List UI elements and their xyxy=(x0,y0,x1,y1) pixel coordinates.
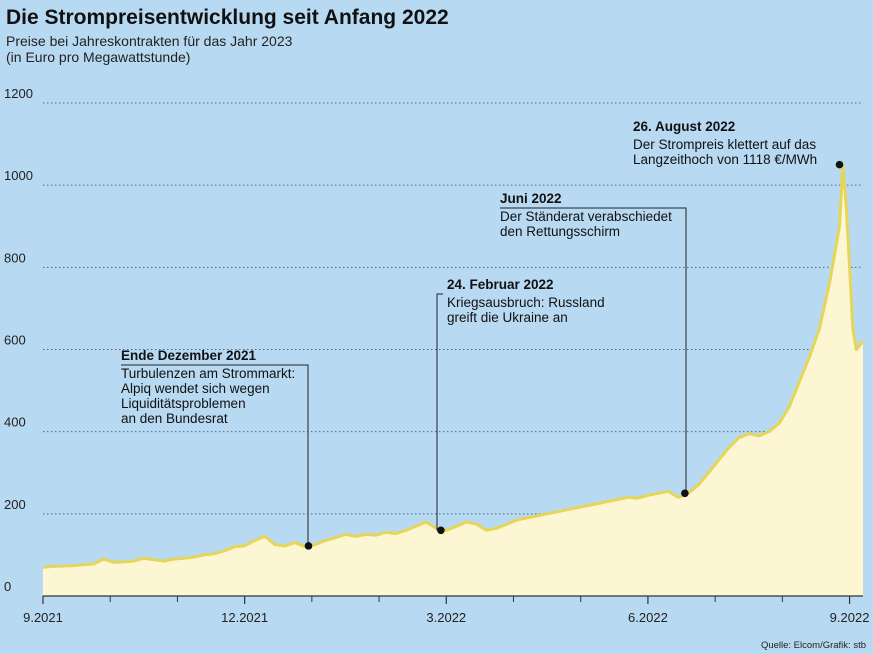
gridlines: 0 200 400 600 800 1000 1200 xyxy=(4,86,863,594)
event-marker-0 xyxy=(304,542,313,550)
x-tick-label-6.2022: 6.2022 xyxy=(628,610,668,625)
x-tick-label-12.2021: 12.2021 xyxy=(221,610,268,625)
event-text-3-0: Der Strompreis klettert auf das xyxy=(633,137,816,152)
event-marker-1 xyxy=(437,526,445,535)
chart-title: Die Strompreisentwicklung seit Anfang 20… xyxy=(6,6,449,29)
event-leader-0 xyxy=(121,364,309,546)
event-date-2: Juni 2022 xyxy=(500,191,562,206)
y-tick-label-1000: 1000 xyxy=(4,168,33,183)
event-text-3-1: Langzeithoch von 1118 €/MWh xyxy=(633,152,817,167)
event-text-0-3: an den Bundesrat xyxy=(121,411,228,426)
y-tick-label-0: 0 xyxy=(4,579,11,594)
event-text-1-0: Kriegsausbruch: Russland xyxy=(447,295,605,310)
event-date-0: Ende Dezember 2021 xyxy=(121,348,257,363)
event-text-1-1: greift die Ukraine an xyxy=(447,310,568,325)
event-leader-2 xyxy=(500,207,687,494)
y-tick-label-1200: 1200 xyxy=(4,86,33,101)
event-text-0-1: Alpiq wendet sich wegen xyxy=(121,381,270,396)
y-tick-label-400: 400 xyxy=(4,415,26,430)
event-marker-2 xyxy=(681,489,689,498)
price-line xyxy=(42,163,865,569)
x-tick-label-9.2021: 9.2021 xyxy=(23,610,63,625)
chart-subtitle: Preise bei Jahreskontrakten für das Jahr… xyxy=(6,33,293,49)
x-tick-label-9.2022: 9.2022 xyxy=(830,610,870,625)
event-date-3: 26. August 2022 xyxy=(633,119,735,134)
x-axis: 9.2021 12.2021 3.2022 6.2022 9.2022 xyxy=(23,595,870,625)
y-tick-label-800: 800 xyxy=(4,250,26,265)
chart-unit: (in Euro pro Megawattstunde) xyxy=(6,49,190,65)
event-leader-1 xyxy=(436,293,443,531)
event-date-1: 24. Februar 2022 xyxy=(447,277,554,292)
source-note: Quelle: Elcom/Grafik: stb xyxy=(761,640,866,651)
y-tick-label-600: 600 xyxy=(4,333,26,348)
event-text-2-0: Der Ständerat verabschiedet xyxy=(500,209,672,224)
event-text-2-1: den Rettungsschirm xyxy=(500,224,620,239)
y-tick-label-200: 200 xyxy=(4,497,26,512)
x-tick-label-3.2022: 3.2022 xyxy=(426,610,466,625)
event-text-0-2: Liquiditätsproblemen xyxy=(121,396,246,411)
event-text-0-0: Turbulenzen am Strommarkt: xyxy=(121,366,295,381)
event-marker-3 xyxy=(835,160,844,169)
event-annotations: Ende Dezember 2021 Turbulenzen am Stromma… xyxy=(121,119,844,550)
area-fill xyxy=(43,164,863,596)
price-area xyxy=(42,163,865,596)
